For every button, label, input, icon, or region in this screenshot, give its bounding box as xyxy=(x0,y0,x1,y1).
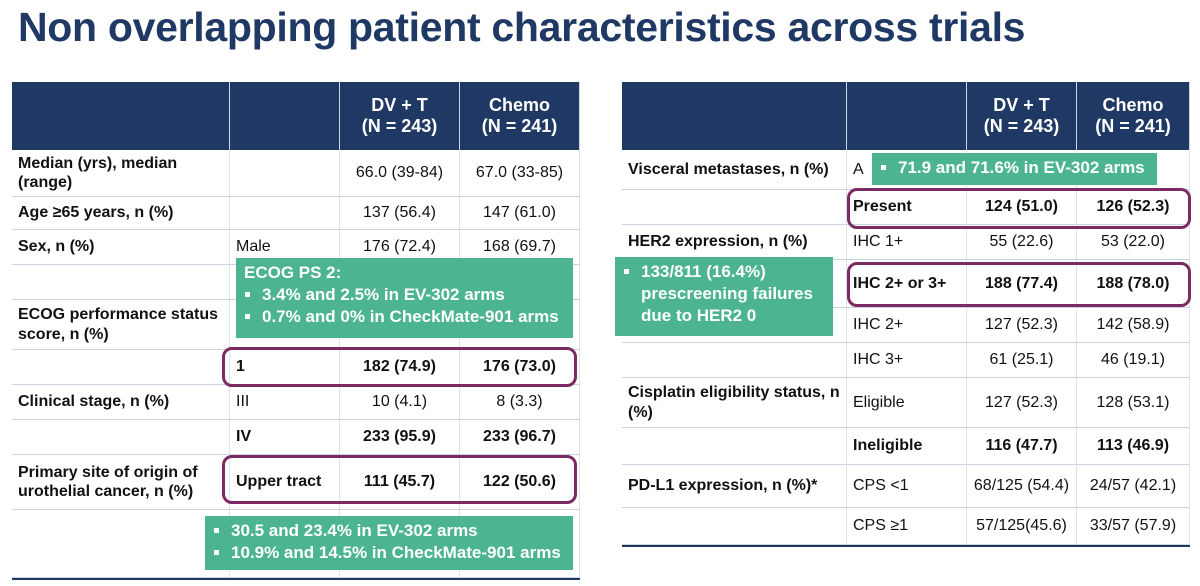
header-line: (N = 243) xyxy=(983,116,1060,136)
table-cell: CPS ≥1 xyxy=(847,508,967,545)
table-cell: 188 (77.4) xyxy=(967,260,1077,308)
table-cell: Clinical stage, n (%) xyxy=(12,385,230,420)
table-cell: Visceral metastases, n (%) xyxy=(622,150,847,190)
table-cell xyxy=(230,197,340,230)
table-cell: 55 (22.6) xyxy=(967,225,1077,260)
table-cell: HER2 expression, n (%) xyxy=(622,225,847,260)
header-line: Chemo xyxy=(488,95,550,115)
header-line: (N = 241) xyxy=(481,116,558,136)
table-cell: 66.0 (39-84) xyxy=(340,150,460,197)
table-cell: 233 (95.9) xyxy=(340,420,460,455)
table-cell: ECOG performance status score, n (%) xyxy=(12,300,230,350)
callout-bullet: 0.7% and 0% in CheckMate-901 arms xyxy=(262,306,565,328)
table-cell: 10 (4.1) xyxy=(340,385,460,420)
header-cell xyxy=(12,82,230,150)
table-cell: Eligible xyxy=(847,378,967,428)
table-cell xyxy=(12,265,230,300)
header-cell xyxy=(622,82,847,150)
table-cell: 122 (50.6) xyxy=(460,455,580,510)
highlight-box xyxy=(222,347,577,387)
table-cell: 116 (47.7) xyxy=(967,428,1077,465)
table-cell: Sex, n (%) xyxy=(12,230,230,265)
table-cell: 8 (3.3) xyxy=(460,385,580,420)
callout-list: 3.4% and 2.5% in EV-302 arms0.7% and 0% … xyxy=(244,284,565,328)
table-cell: IHC 3+ xyxy=(847,343,967,378)
header-line: DV + T xyxy=(993,95,1050,115)
header-line: (N = 243) xyxy=(361,116,438,136)
table-cell: 67.0 (33-85) xyxy=(460,150,580,197)
table-cell xyxy=(622,308,847,343)
highlight-box xyxy=(847,188,1191,229)
table-cell xyxy=(230,150,340,197)
table-cell xyxy=(622,190,847,225)
table-cell xyxy=(622,508,847,545)
header-cell: DV + T (N = 243) xyxy=(340,82,460,150)
slide-title: Non overlapping patient characteristics … xyxy=(18,4,1026,50)
callout-list: 30.5 and 23.4% in EV-302 arms10.9% and 1… xyxy=(213,520,565,564)
table-cell: 111 (45.7) xyxy=(340,455,460,510)
header-cell: Chemo (N = 241) xyxy=(460,82,580,150)
highlight-box xyxy=(847,262,1191,307)
table-bottom-rule xyxy=(622,545,1190,547)
table-cell: 142 (58.9) xyxy=(1077,308,1190,343)
callout: 30.5 and 23.4% in EV-302 arms10.9% and 1… xyxy=(205,516,573,570)
table-cell: Present xyxy=(847,190,967,225)
header-cell: Chemo (N = 241) xyxy=(1077,82,1190,150)
callout-list: 133/811 (16.4%) prescreening failures du… xyxy=(623,261,825,327)
callout: 71.9 and 71.6% in EV-302 arms xyxy=(872,153,1157,185)
callout-heading: ECOG PS 2: xyxy=(244,263,342,282)
table-cell: 127 (52.3) xyxy=(967,378,1077,428)
header-cell xyxy=(230,82,340,150)
table-cell xyxy=(460,510,580,578)
table-cell: 68/125 (54.4) xyxy=(967,465,1077,508)
callout-bullet: 133/811 (16.4%) prescreening failures du… xyxy=(641,261,825,327)
table-cell: 61 (25.1) xyxy=(967,343,1077,378)
callout-bullet: 3.4% and 2.5% in EV-302 arms xyxy=(262,284,565,306)
table-cell xyxy=(622,428,847,465)
header-line: (N = 241) xyxy=(1095,116,1171,136)
table-cell: PD-L1 expression, n (%)* xyxy=(622,465,847,508)
table-cell: Upper tract xyxy=(230,455,340,510)
table-cell: Cisplatin eligibility status, n (%) xyxy=(622,378,847,428)
table-cell: 113 (46.9) xyxy=(1077,428,1190,465)
table-bottom-rule xyxy=(12,578,580,580)
table-cell: 147 (61.0) xyxy=(460,197,580,230)
table-cell: 233 (96.7) xyxy=(460,420,580,455)
table-cell: IHC 2+ xyxy=(847,308,967,343)
table-cell: IHC 2+ or 3+ xyxy=(847,260,967,308)
callout: 133/811 (16.4%) prescreening failures du… xyxy=(615,257,833,336)
callout-bullet: 10.9% and 14.5% in CheckMate-901 arms xyxy=(231,542,565,564)
callout-list: 71.9 and 71.6% in EV-302 arms xyxy=(880,157,1149,179)
table-cell: IV xyxy=(230,420,340,455)
table-cell xyxy=(12,350,230,385)
header-cell xyxy=(847,82,967,150)
table-cell: 124 (51.0) xyxy=(967,190,1077,225)
table-cell: 53 (22.0) xyxy=(1077,225,1190,260)
table-cell xyxy=(12,510,230,578)
table-cell: 33/57 (57.9) xyxy=(1077,508,1190,545)
table-cell: Primary site of origin of urothelial can… xyxy=(12,455,230,510)
highlight-box xyxy=(222,455,577,504)
table-cell: Ineligible xyxy=(847,428,967,465)
callout: ECOG PS 2: 3.4% and 2.5% in EV-302 arms0.… xyxy=(236,258,573,338)
table-cell: 46 (19.1) xyxy=(1077,343,1190,378)
table-cell: Age ≥65 years, n (%) xyxy=(12,197,230,230)
table-cell: CPS <1 xyxy=(847,465,967,508)
header-cell: DV + T (N = 243) xyxy=(967,82,1077,150)
table-cell xyxy=(12,420,230,455)
table-cell xyxy=(622,343,847,378)
callout-bullet: 30.5 and 23.4% in EV-302 arms xyxy=(231,520,565,542)
table-cell: IHC 1+ xyxy=(847,225,967,260)
table-cell: 128 (53.1) xyxy=(1077,378,1190,428)
table-cell: 24/57 (42.1) xyxy=(1077,465,1190,508)
table-cell: 57/125(45.6) xyxy=(967,508,1077,545)
header-line: DV + T xyxy=(371,95,428,115)
table-cell: Median (yrs), median (range) xyxy=(12,150,230,197)
header-line: Chemo xyxy=(1102,95,1164,115)
table-cell: 137 (56.4) xyxy=(340,197,460,230)
callout-bullet: 71.9 and 71.6% in EV-302 arms xyxy=(898,157,1149,179)
table-cell: III xyxy=(230,385,340,420)
table-cell: 127 (52.3) xyxy=(967,308,1077,343)
